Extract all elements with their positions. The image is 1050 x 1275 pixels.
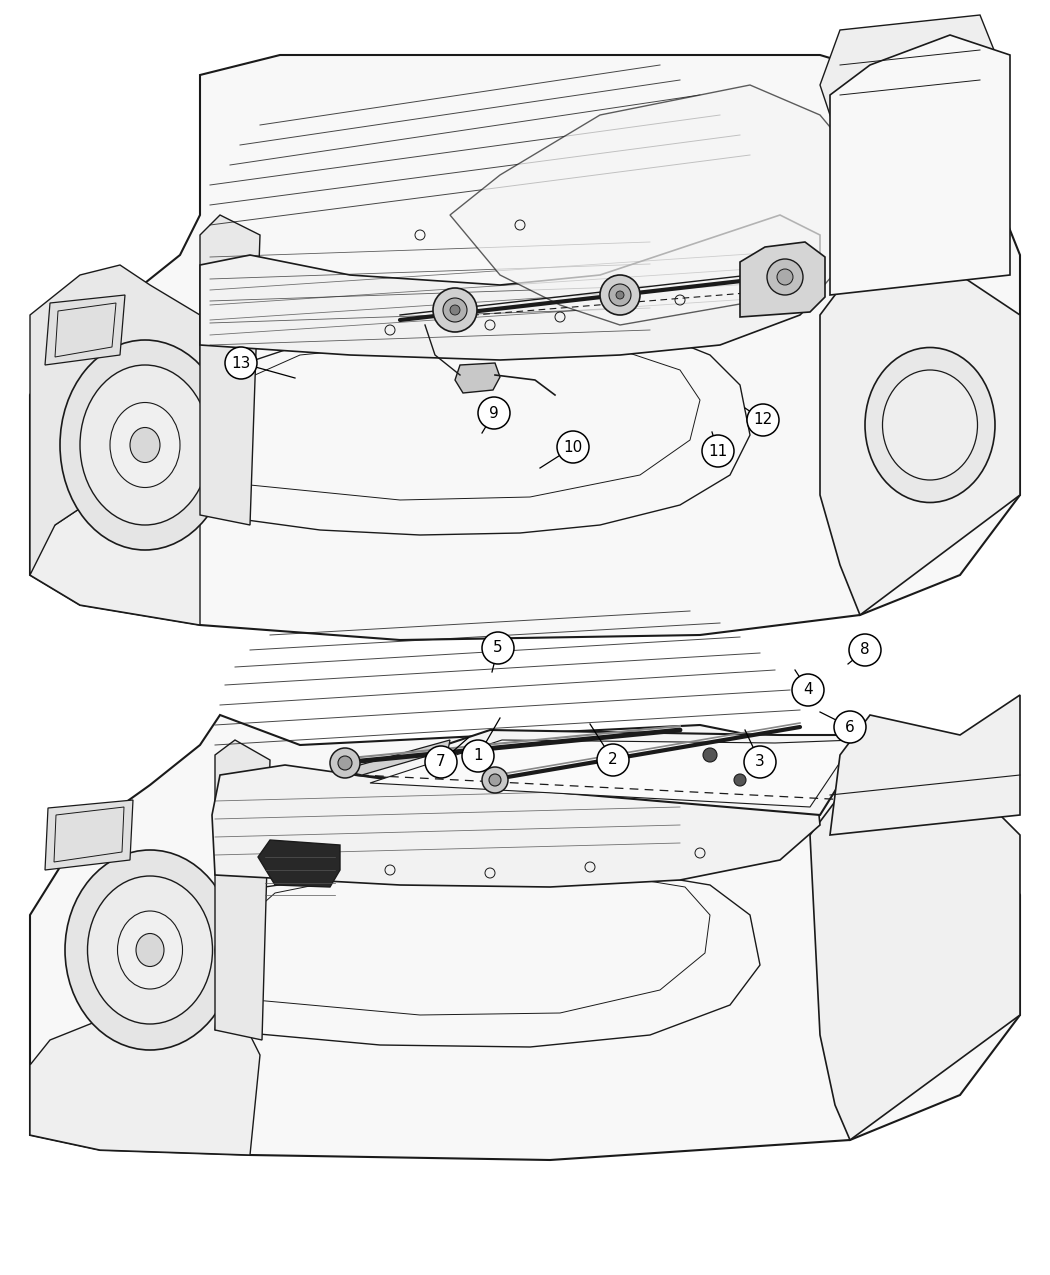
Ellipse shape xyxy=(110,403,180,487)
Circle shape xyxy=(482,768,508,793)
Text: 1: 1 xyxy=(474,748,483,764)
Ellipse shape xyxy=(882,370,978,479)
Polygon shape xyxy=(212,750,820,887)
Circle shape xyxy=(478,397,510,428)
Polygon shape xyxy=(810,765,1020,1140)
Ellipse shape xyxy=(60,340,230,550)
Circle shape xyxy=(600,275,640,315)
Polygon shape xyxy=(370,740,855,807)
Circle shape xyxy=(609,284,631,306)
Polygon shape xyxy=(740,242,825,317)
Circle shape xyxy=(482,632,514,664)
Text: 3: 3 xyxy=(755,755,764,770)
Circle shape xyxy=(834,711,866,743)
Text: 13: 13 xyxy=(231,356,251,371)
Circle shape xyxy=(734,774,745,785)
Polygon shape xyxy=(45,799,133,870)
Circle shape xyxy=(330,748,360,778)
Polygon shape xyxy=(830,695,1020,835)
Text: 11: 11 xyxy=(709,444,728,459)
Text: 4: 4 xyxy=(803,682,813,697)
Circle shape xyxy=(616,291,624,300)
Ellipse shape xyxy=(865,348,995,502)
Ellipse shape xyxy=(87,876,212,1024)
Circle shape xyxy=(450,305,460,315)
Text: 10: 10 xyxy=(564,440,583,454)
Ellipse shape xyxy=(80,365,210,525)
Circle shape xyxy=(443,298,467,323)
Ellipse shape xyxy=(65,850,235,1051)
Polygon shape xyxy=(200,215,260,525)
Text: 8: 8 xyxy=(860,643,869,658)
Circle shape xyxy=(704,748,717,762)
Ellipse shape xyxy=(130,427,160,463)
Polygon shape xyxy=(30,265,200,575)
Circle shape xyxy=(744,746,776,778)
Polygon shape xyxy=(30,715,1020,1160)
Circle shape xyxy=(462,740,493,771)
Polygon shape xyxy=(830,34,1010,295)
Text: 5: 5 xyxy=(494,640,503,655)
Circle shape xyxy=(777,269,793,286)
Polygon shape xyxy=(355,731,870,815)
Circle shape xyxy=(433,288,477,332)
Polygon shape xyxy=(340,740,450,775)
Polygon shape xyxy=(30,1005,260,1155)
Circle shape xyxy=(556,431,589,463)
Circle shape xyxy=(766,259,803,295)
Polygon shape xyxy=(215,740,270,1040)
Text: 12: 12 xyxy=(754,413,773,427)
Polygon shape xyxy=(820,15,1000,145)
Circle shape xyxy=(489,774,501,785)
Circle shape xyxy=(597,745,629,776)
Circle shape xyxy=(792,674,824,706)
Polygon shape xyxy=(450,85,870,325)
Polygon shape xyxy=(30,476,200,625)
Ellipse shape xyxy=(136,933,164,966)
Circle shape xyxy=(702,435,734,467)
Circle shape xyxy=(747,404,779,436)
Polygon shape xyxy=(258,840,340,887)
Ellipse shape xyxy=(118,912,183,989)
Text: 6: 6 xyxy=(845,719,855,734)
Circle shape xyxy=(425,746,457,778)
Polygon shape xyxy=(455,363,500,393)
Circle shape xyxy=(849,634,881,666)
Polygon shape xyxy=(200,215,820,360)
Polygon shape xyxy=(45,295,125,365)
Text: 7: 7 xyxy=(436,755,446,770)
Polygon shape xyxy=(30,55,1020,640)
Polygon shape xyxy=(820,255,1020,615)
Text: 9: 9 xyxy=(489,405,499,421)
Circle shape xyxy=(338,756,352,770)
Circle shape xyxy=(225,347,257,379)
Text: 2: 2 xyxy=(608,752,617,768)
